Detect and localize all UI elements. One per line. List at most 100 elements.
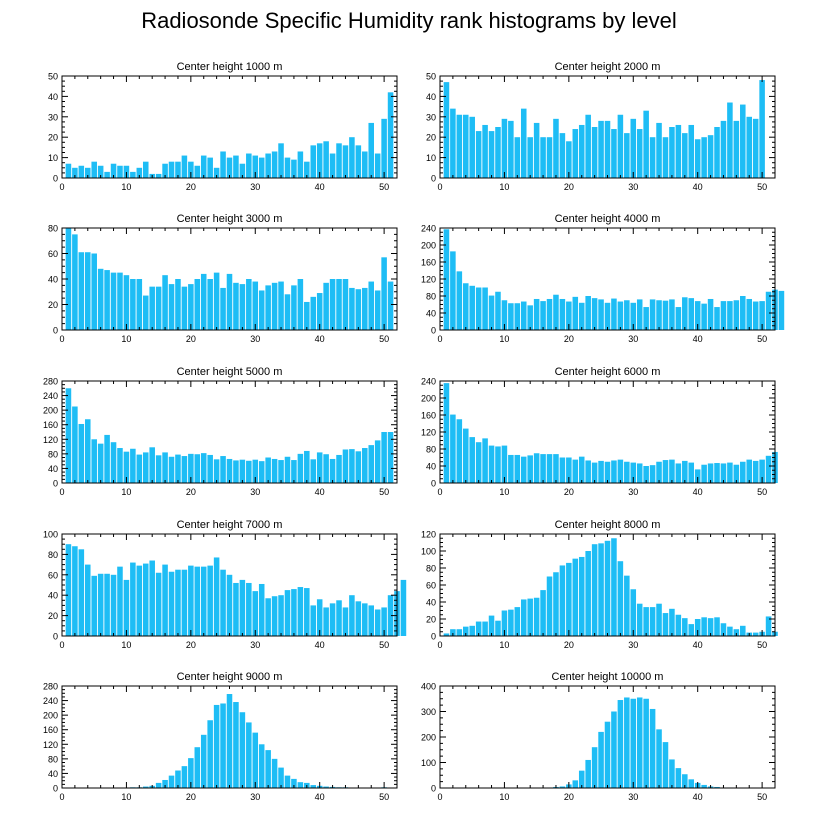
histogram-bar [733,300,740,330]
histogram-bar [643,466,649,483]
histogram-bar [450,108,456,178]
histogram-bar [469,437,475,483]
histogram-bar [123,165,130,178]
histogram-bar [566,301,572,330]
histogram-bar [291,460,297,483]
y-tick-label: 400 [421,682,436,692]
histogram-bar [707,135,714,178]
x-tick-label: 0 [59,792,64,802]
histogram-bar [482,438,488,483]
histogram-bar [297,587,304,636]
histogram-bar [617,561,624,636]
x-tick-label: 50 [757,334,767,344]
x-tick-label: 30 [250,487,260,497]
x-tick-label: 0 [59,487,64,497]
histogram-bar [546,454,553,483]
histogram-bar [323,141,329,178]
histogram-bar [611,711,617,788]
histogram-bar [381,257,387,330]
histogram-bar [746,459,753,483]
x-tick-label: 30 [628,640,638,650]
y-tick-label: 100 [421,547,436,557]
histogram-bar [514,454,521,483]
histogram-bar [643,698,649,788]
y-tick-label: 120 [43,435,58,445]
histogram-bar [297,782,304,788]
histogram-bar [142,563,149,636]
y-tick-label: 40 [48,591,58,601]
histogram-bar [200,155,207,178]
x-tick-label: 30 [628,334,638,344]
y-tick-label: 200 [421,394,436,404]
histogram-bar [566,562,572,636]
histogram-bar [78,549,85,636]
histogram-bar [142,452,149,483]
histogram-bar [649,607,656,636]
histogram-bar [701,784,707,788]
histogram-bar [636,299,643,330]
histogram-bar [252,155,259,178]
histogram-bar [362,151,368,178]
histogram-bar [188,758,194,788]
histogram-bar [271,758,278,788]
histogram-panel-2: Center height 2000 m 0 10 20 30 40 50 0 10 20 30 40… [426,61,776,192]
x-tick-label: 10 [121,640,131,650]
x-tick-label: 50 [757,640,767,650]
histogram-bar [559,133,566,178]
x-tick-label: 40 [315,487,325,497]
histogram-bar [258,157,265,178]
histogram-bar [578,124,585,178]
histogram-bar [533,298,540,330]
x-tick-label: 40 [693,640,703,650]
histogram-bar [97,573,104,636]
histogram-bar [381,607,387,636]
histogram-bar [362,448,368,483]
histogram-bar [694,301,701,330]
y-tick-label: 20 [48,133,58,143]
histogram-bar [355,451,362,483]
histogram-bar [611,129,617,178]
x-tick-label: 20 [564,334,574,344]
histogram-bar [271,458,278,483]
histogram-bar [123,579,130,636]
histogram-bar [123,275,130,330]
x-tick-label: 20 [564,640,574,650]
y-tick-label: 40 [48,92,58,102]
histogram-bar [617,114,624,178]
x-tick-label: 50 [757,487,767,497]
y-tick-label: 30 [48,112,58,122]
histogram-bar [200,566,207,636]
y-tick-label: 120 [421,428,436,438]
histogram-panel-5: Center height 5000 m04080120160200240280… [43,366,398,497]
histogram-bar [559,565,566,636]
histogram-bar [727,301,733,330]
y-tick-label: 120 [43,740,58,750]
histogram-bar [175,161,181,178]
y-tick-label: 10 [48,153,58,163]
histogram-bar [291,285,297,330]
histogram-bar [643,307,649,330]
histogram-bar [258,583,265,636]
histogram-bar [714,463,720,483]
histogram-bar [349,595,355,636]
histogram-bar [643,607,649,636]
histogram-bar [604,540,611,636]
histogram-bar [65,388,72,483]
histogram-bar [336,279,342,330]
histogram-bar [368,605,375,636]
histogram-bar [84,252,91,330]
histogram-bar [727,626,733,636]
histogram-bar [707,298,714,330]
histogram-bar [200,734,207,788]
histogram-bar [310,459,317,483]
histogram-bar [149,286,155,330]
x-tick-label: 50 [379,182,389,192]
histogram-bar [720,301,727,330]
histogram-bar [475,621,482,636]
histogram-bar [213,167,220,178]
y-tick-label: 60 [48,249,58,259]
histogram-bar [598,731,604,788]
y-tick-label: 80 [48,224,58,234]
histogram-bar [329,458,336,483]
histogram-bar [694,619,701,636]
